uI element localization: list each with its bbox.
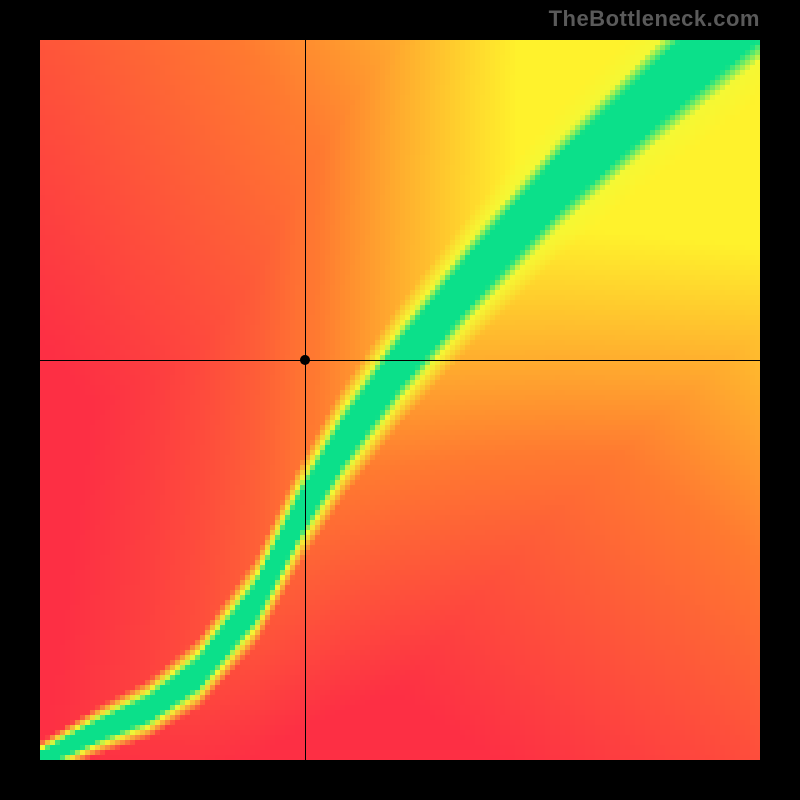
chart-frame: TheBottleneck.com [0,0,800,800]
watermark-text: TheBottleneck.com [549,6,760,32]
heatmap-canvas [40,40,760,760]
plot-area [40,40,760,760]
